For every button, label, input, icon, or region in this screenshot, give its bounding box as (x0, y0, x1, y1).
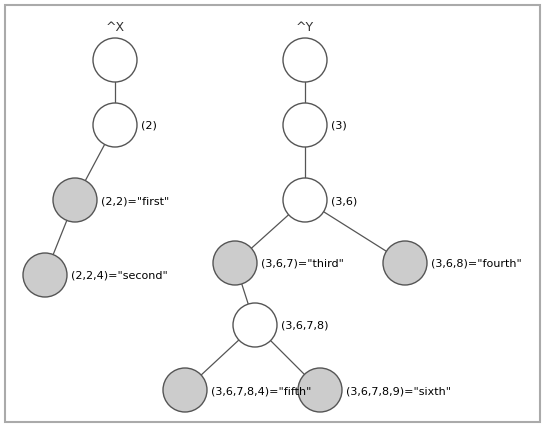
Circle shape (283, 104, 327, 148)
Text: (3,6,7,8,9)="sixth": (3,6,7,8,9)="sixth" (346, 385, 451, 395)
Text: (3,6): (3,6) (331, 196, 357, 205)
Text: ^X: ^X (105, 21, 124, 35)
Circle shape (93, 104, 137, 148)
Circle shape (283, 178, 327, 222)
Text: (3): (3) (331, 121, 347, 131)
Circle shape (298, 368, 342, 412)
Text: (3,6,8)="fourth": (3,6,8)="fourth" (431, 259, 522, 268)
Circle shape (383, 242, 427, 285)
Circle shape (53, 178, 97, 222)
Circle shape (93, 39, 137, 83)
Text: (3,6,7,8,4)="fifth": (3,6,7,8,4)="fifth" (211, 385, 311, 395)
Text: (3,6,7)="third": (3,6,7)="third" (261, 259, 344, 268)
Circle shape (213, 242, 257, 285)
Circle shape (283, 39, 327, 83)
Text: (3,6,7,8): (3,6,7,8) (281, 320, 328, 330)
Circle shape (163, 368, 207, 412)
Text: (2,2)="first": (2,2)="first" (101, 196, 169, 205)
Circle shape (233, 303, 277, 347)
Circle shape (23, 253, 67, 297)
Text: (2): (2) (141, 121, 157, 131)
Text: ^Y: ^Y (296, 21, 314, 35)
Text: (2,2,4)="second": (2,2,4)="second" (71, 271, 168, 280)
